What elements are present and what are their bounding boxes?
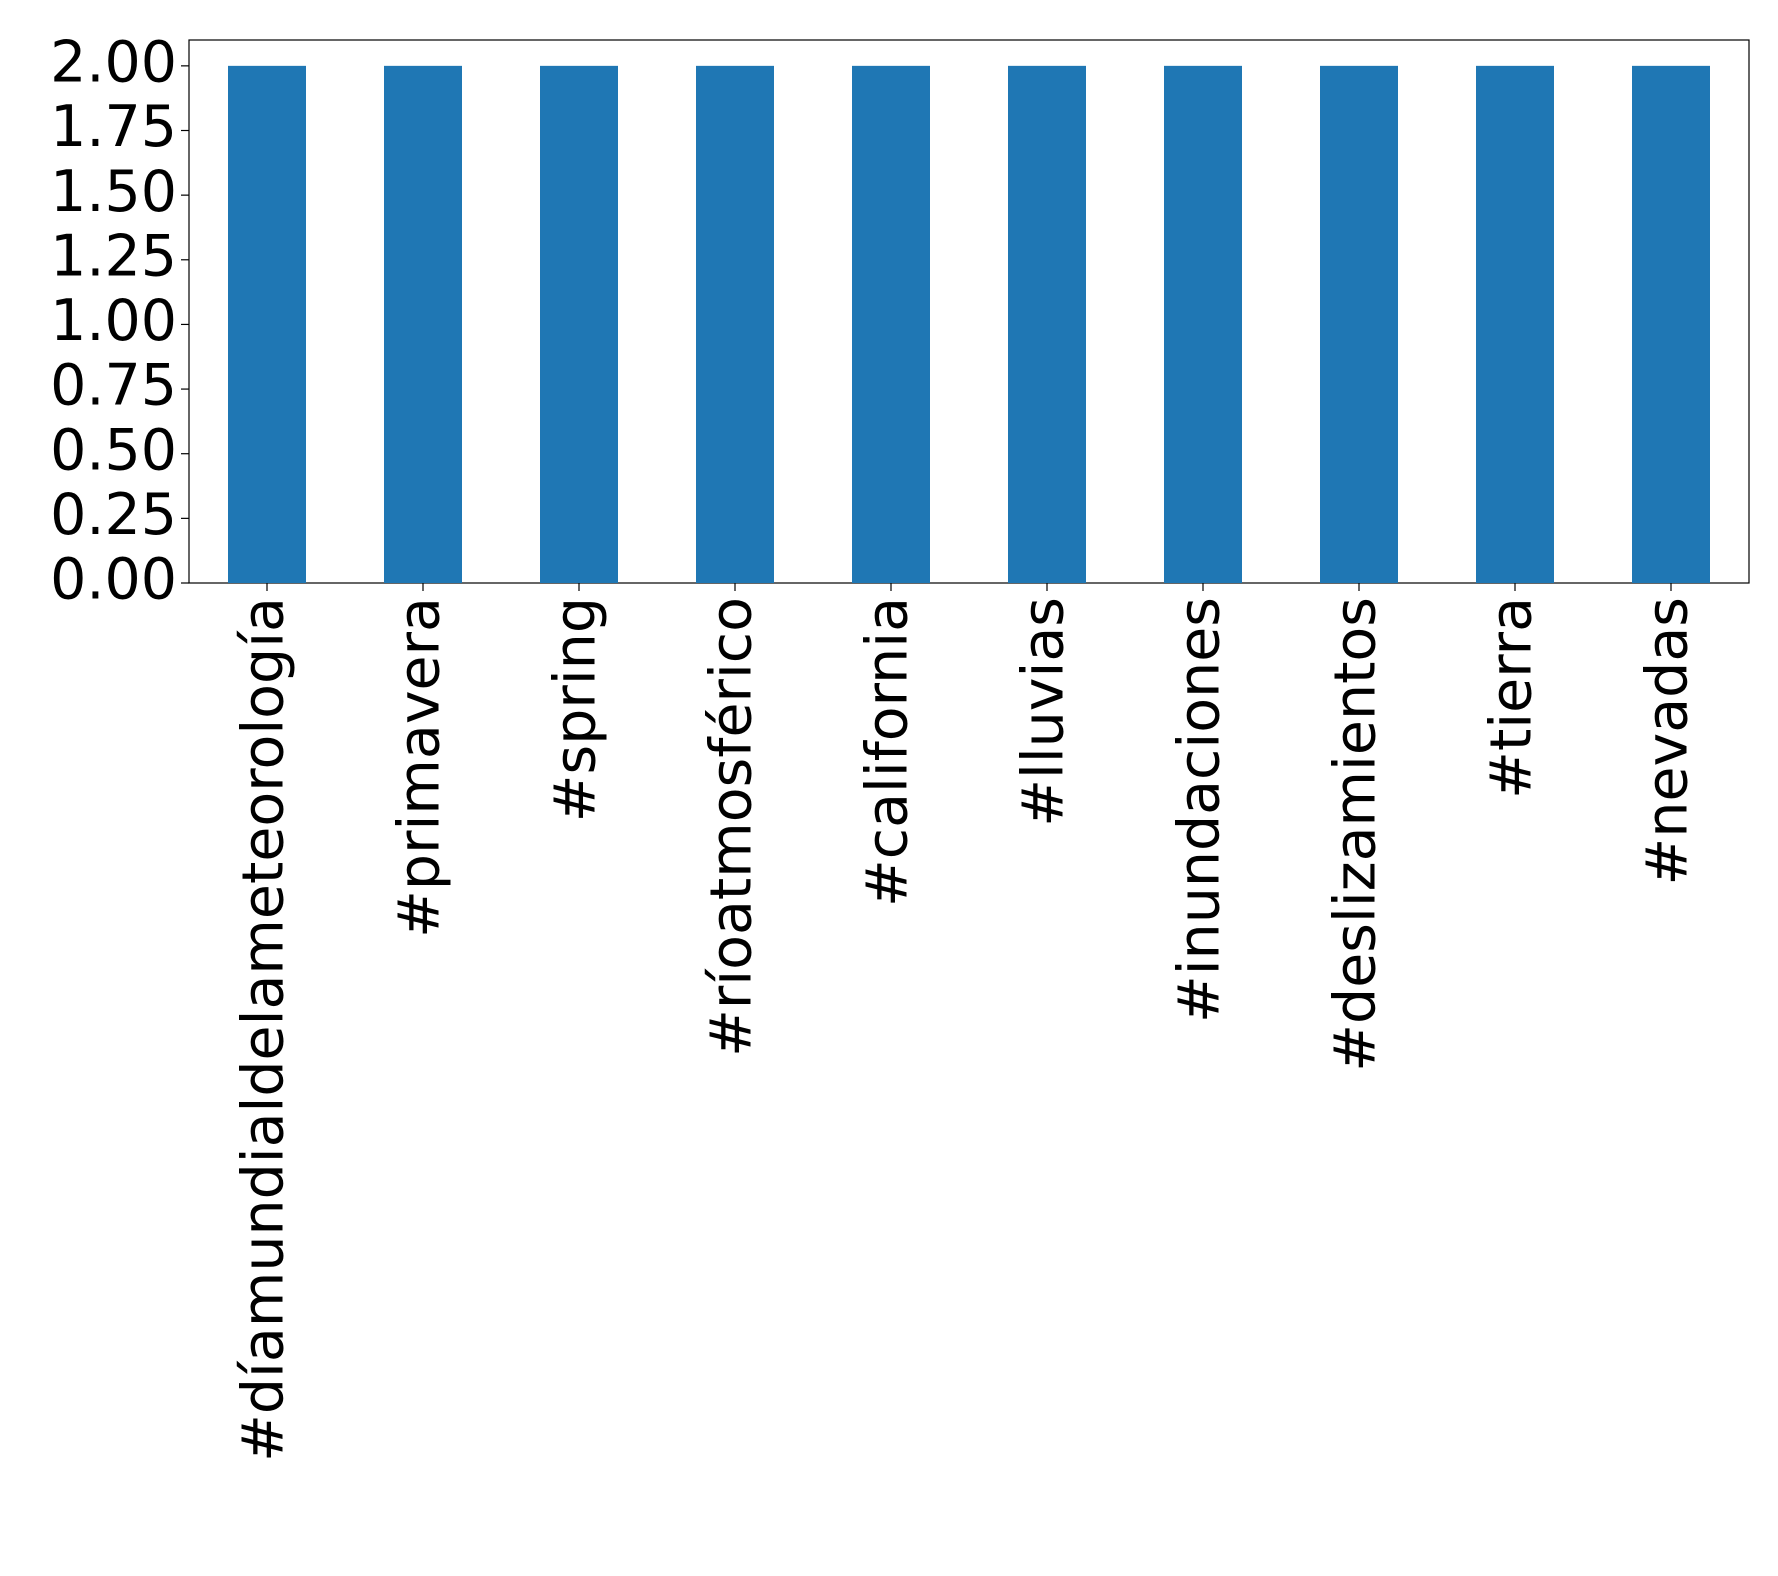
y-tick-label: 1.00: [50, 288, 177, 354]
x-tick-label: #lluvias: [1011, 597, 1077, 827]
y-tick-label: 2.00: [50, 29, 177, 95]
bar: [1632, 65, 1710, 584]
x-tick-label: #díamundialdelameteorología: [231, 597, 297, 1462]
bar: [696, 65, 774, 584]
x-tick-label: #ríoatmosférico: [699, 597, 765, 1057]
bar: [228, 65, 306, 584]
y-tick-label: 1.50: [50, 159, 177, 225]
plot-frame: [188, 39, 1750, 584]
x-tick-label: #inundaciones: [1167, 597, 1233, 1023]
x-tick-label: #deslizamientos: [1323, 597, 1389, 1072]
x-tick-label: #spring: [543, 597, 609, 822]
bar: [1476, 65, 1554, 584]
y-tick-label: 0.75: [50, 353, 177, 419]
bar: [1320, 65, 1398, 584]
x-tick-label: #nevadas: [1635, 597, 1701, 885]
bar: [1164, 65, 1242, 584]
bar: [852, 65, 930, 584]
bar: [540, 65, 618, 584]
y-tick-label: 1.75: [50, 94, 177, 160]
bar: [384, 65, 462, 584]
bar: [1008, 65, 1086, 584]
x-tick-label: #tierra: [1479, 597, 1545, 799]
y-tick-label: 0.00: [50, 547, 177, 613]
x-tick-label: #primavera: [387, 597, 453, 938]
y-tick-label: 1.25: [50, 223, 177, 289]
y-tick-label: 0.25: [50, 482, 177, 548]
y-tick-label: 0.50: [50, 417, 177, 483]
x-tick-label: #california: [855, 597, 921, 907]
